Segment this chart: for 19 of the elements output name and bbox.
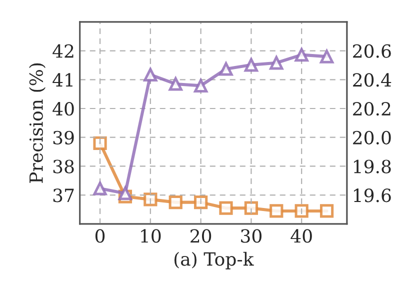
- y-tick-label: 37: [53, 188, 74, 202]
- y-tick-label: 39: [53, 130, 74, 144]
- y-tick-label: 42: [52, 44, 74, 58]
- x-tick-label: 40: [290, 229, 312, 243]
- y-tick-label: 41: [52, 73, 72, 86]
- y2-tick-label: 20.2: [353, 102, 390, 116]
- y-axis-title: Precision (%): [29, 63, 46, 183]
- x-tick-label: 30: [241, 229, 262, 243]
- y-tick-label: 40: [52, 102, 74, 116]
- x-axis-title: (a) Top-k: [174, 252, 254, 270]
- x-tick-label: 10: [141, 229, 161, 243]
- x-tick-label: 0: [95, 229, 105, 243]
- y2-tick-label: 19.6: [354, 188, 391, 202]
- y2-tick-label: 20.4: [353, 73, 392, 87]
- x-tick-label: 20: [190, 229, 212, 243]
- y2-tick-label: 20.6: [353, 44, 391, 58]
- y-tick-label: 38: [53, 160, 74, 174]
- y2-tick-label: 20.0: [353, 130, 391, 144]
- y2-tick-label: 19.8: [354, 160, 391, 174]
